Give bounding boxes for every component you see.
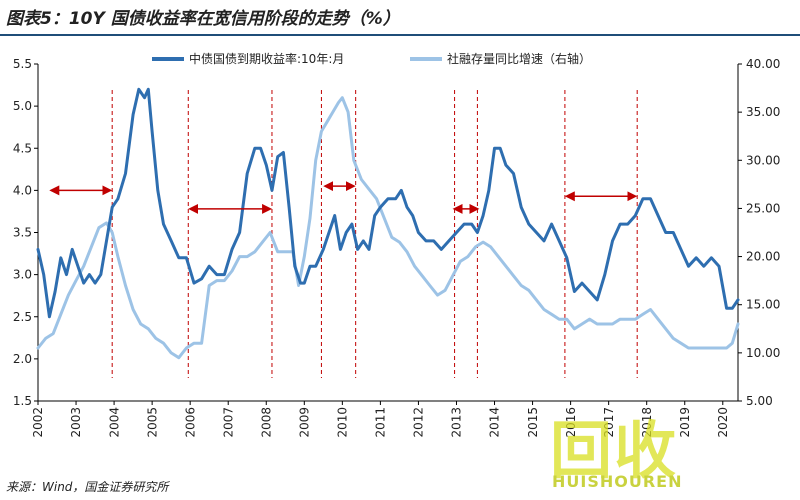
social-financing-line [36,96,740,360]
left-tick-label: 4.5 [13,141,32,155]
x-tick-label: 2020 [716,407,730,438]
x-tick-label: 2015 [526,407,540,438]
figure-title: 图表5：10Y 国债收益率在宽信用阶段的走势（%） [6,9,400,29]
left-tick-label: 5.5 [13,57,32,71]
legend: 中债国债到期收益率:10年:月 社融存量同比增速（右轴） [152,51,591,66]
title-divider [0,34,800,36]
right-tick-label: 5.00 [746,394,773,408]
x-tick-label: 2019 [678,407,692,438]
axes: 1.5 2.0 2.5 3.0 3.5 4.0 4.5 5.0 5.5 5.00 10.00 15.0… [13,57,780,438]
left-tick-label: 3.5 [13,226,32,240]
watermark-logo: 回收 HUISHOUREN [540,400,730,496]
x-tick-label: 2016 [564,407,578,438]
x-tick-label: 2010 [336,407,350,438]
legend-label-social: 社融存量同比增速（右轴） [447,51,591,66]
x-tick-label: 2006 [183,407,197,438]
phase-divider-lines [111,90,638,378]
watermark-logo-text: 回收 [550,414,679,487]
right-tick-label: 25.00 [746,201,780,215]
x-tick-label: 2009 [298,407,312,438]
right-tick-label: 15.00 [746,298,780,312]
x-tick-label: 2005 [145,407,159,438]
watermark-brand-text: HUISHOUREN [552,472,683,491]
bond-yield-line [36,87,740,319]
legend-label-bond: 中债国债到期收益率:10年:月 [189,51,344,66]
left-tick-label: 2.5 [13,310,32,324]
left-tick-label: 5.0 [13,99,32,113]
left-tick-label: 1.5 [13,394,32,408]
x-tick-label: 2003 [69,407,83,438]
series-social-financing [36,96,740,360]
source-note: 来源：Wind，国金证券研究所 [6,480,169,494]
x-tick-label: 2018 [640,407,654,438]
series-bond-yield [36,87,740,319]
x-tick-label: 2012 [412,407,426,438]
right-tick-label: 30.00 [746,153,780,167]
phase-arrows [49,181,638,214]
right-tick-label: 20.00 [746,250,780,264]
left-tick-label: 3.0 [13,268,32,282]
x-tick-label: 2008 [259,407,273,438]
left-tick-label: 4.0 [13,183,32,197]
x-tick-label: 2004 [107,407,121,438]
left-tick-label: 2.0 [13,352,32,366]
x-tick-label: 2017 [602,407,616,438]
x-tick-label: 2013 [450,407,464,438]
x-tick-label: 2014 [488,407,502,438]
right-tick-label: 40.00 [746,57,780,71]
right-tick-label: 35.00 [746,105,780,119]
x-tick-label: 2007 [221,407,235,438]
x-tick-label: 2002 [31,407,45,438]
right-tick-label: 10.00 [746,346,780,360]
x-tick-label: 2011 [374,407,388,438]
